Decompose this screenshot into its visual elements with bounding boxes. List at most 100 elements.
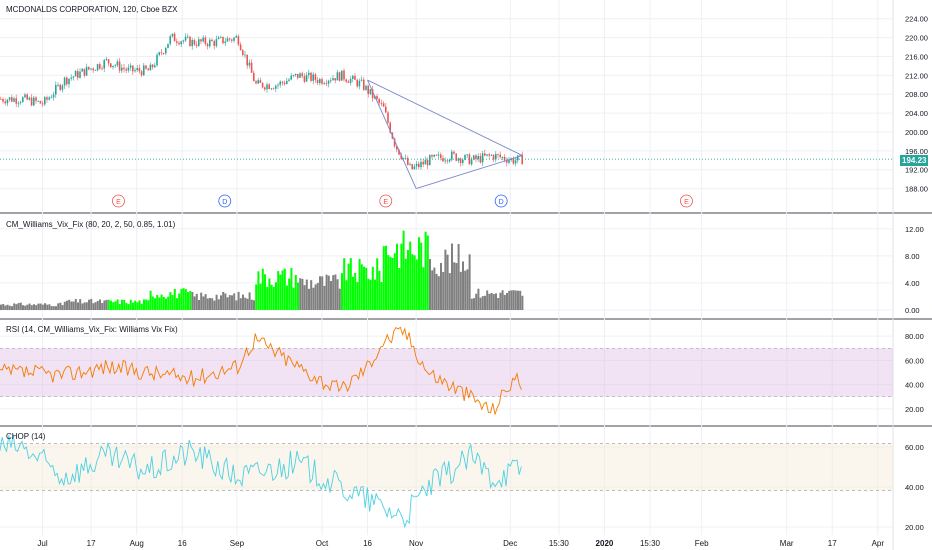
vix-bar	[24, 305, 27, 310]
vix-bar	[114, 301, 117, 310]
y-tick-label: 192.00	[905, 166, 928, 175]
candle-body	[411, 164, 413, 170]
vix-bar	[209, 298, 211, 310]
vix-bar	[244, 297, 247, 310]
candle-body	[151, 64, 154, 68]
price-axes[interactable]: Jul 17 Aug 16 Sep Oct 16 Nov Dec 15:30 2020 15:30 Fe…	[37, 15, 928, 548]
vix-bar	[374, 279, 376, 310]
vix-bar	[154, 298, 156, 310]
candle-body	[475, 155, 477, 160]
candle-body	[246, 54, 248, 66]
vix-bar	[321, 276, 324, 310]
vix-bar	[239, 298, 242, 310]
vix-pane-title: CM_Williams_Vix_Fix (80, 20, 2, 50, 0.85…	[6, 220, 176, 229]
vix-bar	[4, 305, 7, 310]
x-tick-label: Apr	[872, 539, 885, 548]
vix-bar	[347, 263, 350, 310]
vix-bar	[462, 261, 464, 310]
x-tick-label: 16	[178, 539, 187, 548]
vix-bar	[61, 305, 64, 310]
candle-body	[367, 85, 369, 94]
candle-body	[484, 153, 486, 156]
vix-bar	[162, 296, 165, 310]
candle-body	[424, 160, 427, 165]
vix-bar	[46, 304, 49, 310]
candle-body	[99, 64, 101, 69]
candle-body	[270, 88, 273, 90]
vix-bar	[215, 294, 218, 310]
candle-body	[41, 103, 44, 105]
y-tick-label: 40.00	[905, 381, 924, 390]
y-tick-label: 200.00	[905, 128, 928, 137]
vix-bar	[277, 271, 280, 310]
candle-body	[255, 81, 257, 84]
candle-body	[112, 65, 114, 68]
event-marker-label: D	[499, 199, 504, 206]
vix-bar	[389, 256, 392, 310]
vix-bar	[261, 268, 264, 310]
candle-body	[136, 68, 138, 71]
chart-title: MCDONALDS CORPORATION, 120, Cboe BZX	[6, 5, 178, 14]
vix-bar	[365, 267, 368, 310]
candle-body	[369, 89, 372, 94]
vix-bar	[457, 244, 460, 310]
x-tick-label: 15:30	[549, 539, 570, 548]
vix-bar	[426, 235, 429, 310]
vix-bar	[481, 296, 484, 310]
y-tick-label: 60.00	[905, 356, 924, 365]
candle-body	[235, 36, 237, 38]
vix-bar	[81, 303, 84, 310]
candle-body	[178, 42, 180, 45]
vix-bar	[13, 303, 16, 310]
candle-body	[165, 48, 167, 54]
candle-body	[272, 88, 275, 90]
vix-bar	[151, 296, 154, 310]
candle-body	[173, 33, 176, 42]
vix-bar	[92, 303, 95, 310]
vix-bar	[191, 291, 194, 310]
vix-bar	[380, 282, 383, 310]
candle-body	[506, 160, 508, 163]
candle-body	[103, 59, 105, 69]
candle-body	[398, 149, 400, 155]
vix-bar	[420, 242, 423, 310]
vix-bar	[319, 276, 321, 310]
candle-body	[55, 84, 57, 95]
x-tick-label: 17	[87, 539, 96, 548]
vix-bar	[310, 280, 313, 310]
vix-bar	[103, 300, 106, 310]
candle-body	[61, 85, 64, 90]
vix-bar	[63, 301, 66, 310]
candle-body	[437, 154, 440, 156]
dividend-marker	[494, 194, 508, 208]
candle-body	[435, 154, 438, 156]
candle-body	[101, 68, 103, 70]
vix-bar	[41, 304, 44, 310]
vix-bar	[286, 285, 288, 310]
vix-bar	[437, 276, 440, 310]
vix-bar	[235, 300, 238, 310]
vix-bar	[514, 290, 517, 310]
vix-bar	[96, 300, 99, 310]
candle-body	[468, 154, 471, 165]
candle-body	[74, 71, 77, 77]
candle-body	[233, 37, 235, 41]
candle-body	[464, 154, 466, 160]
vix-bar	[371, 266, 374, 310]
candle-body	[244, 54, 246, 56]
candle-body	[118, 61, 121, 71]
vix-bar	[28, 303, 31, 310]
vix-bar	[138, 300, 141, 310]
candle-body	[17, 102, 20, 104]
candle-body	[48, 97, 50, 100]
chop-line	[0, 434, 522, 529]
vix-bar	[129, 299, 132, 310]
candle-body	[24, 94, 26, 98]
vix-bar	[101, 302, 104, 310]
candle-body	[508, 160, 510, 163]
vix-bar	[418, 237, 420, 310]
candle-body	[195, 44, 198, 46]
vix-bar	[94, 302, 97, 310]
candle-body	[220, 36, 222, 38]
